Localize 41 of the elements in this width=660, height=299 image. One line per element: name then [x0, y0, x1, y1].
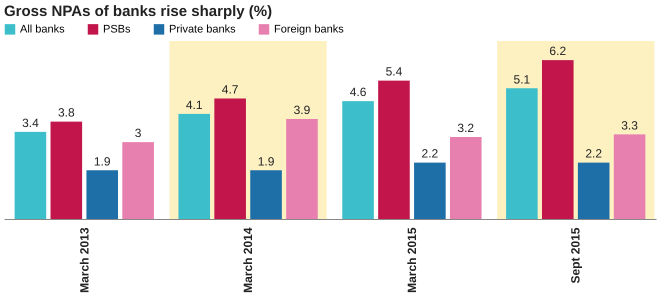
data-label: 4.1 — [186, 98, 203, 112]
bar — [578, 162, 610, 219]
data-label: 5.4 — [386, 64, 403, 79]
data-label: 5.1 — [514, 72, 531, 86]
bar — [122, 142, 154, 219]
data-label: 3 — [134, 126, 142, 140]
bar — [378, 80, 410, 219]
chart-title: Gross NPAs of banks rise sharply (%) — [4, 3, 272, 20]
data-label: 3.8 — [58, 106, 75, 120]
legend-label: Foreign banks — [274, 23, 344, 36]
bar — [214, 98, 246, 219]
bar — [250, 170, 282, 219]
bar — [86, 170, 118, 219]
data-label: 4.6 — [350, 85, 367, 100]
bar — [178, 114, 210, 219]
x-tick-label: Sept 2015 — [568, 227, 583, 284]
bar — [14, 132, 46, 219]
data-label: 1.9 — [94, 154, 111, 168]
bar — [450, 136, 482, 219]
legend-label: All banks — [20, 23, 66, 36]
legend-label: Private banks — [169, 23, 236, 36]
bar — [286, 119, 318, 219]
data-label: 3.2 — [457, 120, 474, 135]
bar — [414, 162, 446, 219]
data-label: 2.2 — [422, 146, 439, 161]
x-tick-label: March 2014 — [241, 227, 256, 293]
legend-label: PSBs — [103, 23, 132, 36]
bar — [342, 101, 374, 219]
data-label: 1.9 — [258, 154, 275, 168]
data-label: 4.7 — [222, 82, 239, 97]
x-tick-label: March 2013 — [77, 227, 92, 293]
bar — [614, 134, 646, 219]
bar — [542, 60, 574, 219]
bar — [50, 122, 82, 219]
bar — [506, 88, 538, 219]
x-tick-label: March 2015 — [404, 227, 419, 293]
data-label: 3.3 — [621, 118, 638, 132]
data-label: 3.9 — [294, 103, 311, 118]
data-label: 3.4 — [22, 116, 40, 130]
data-label: 2.2 — [585, 146, 602, 161]
data-label: 6.2 — [549, 44, 566, 58]
